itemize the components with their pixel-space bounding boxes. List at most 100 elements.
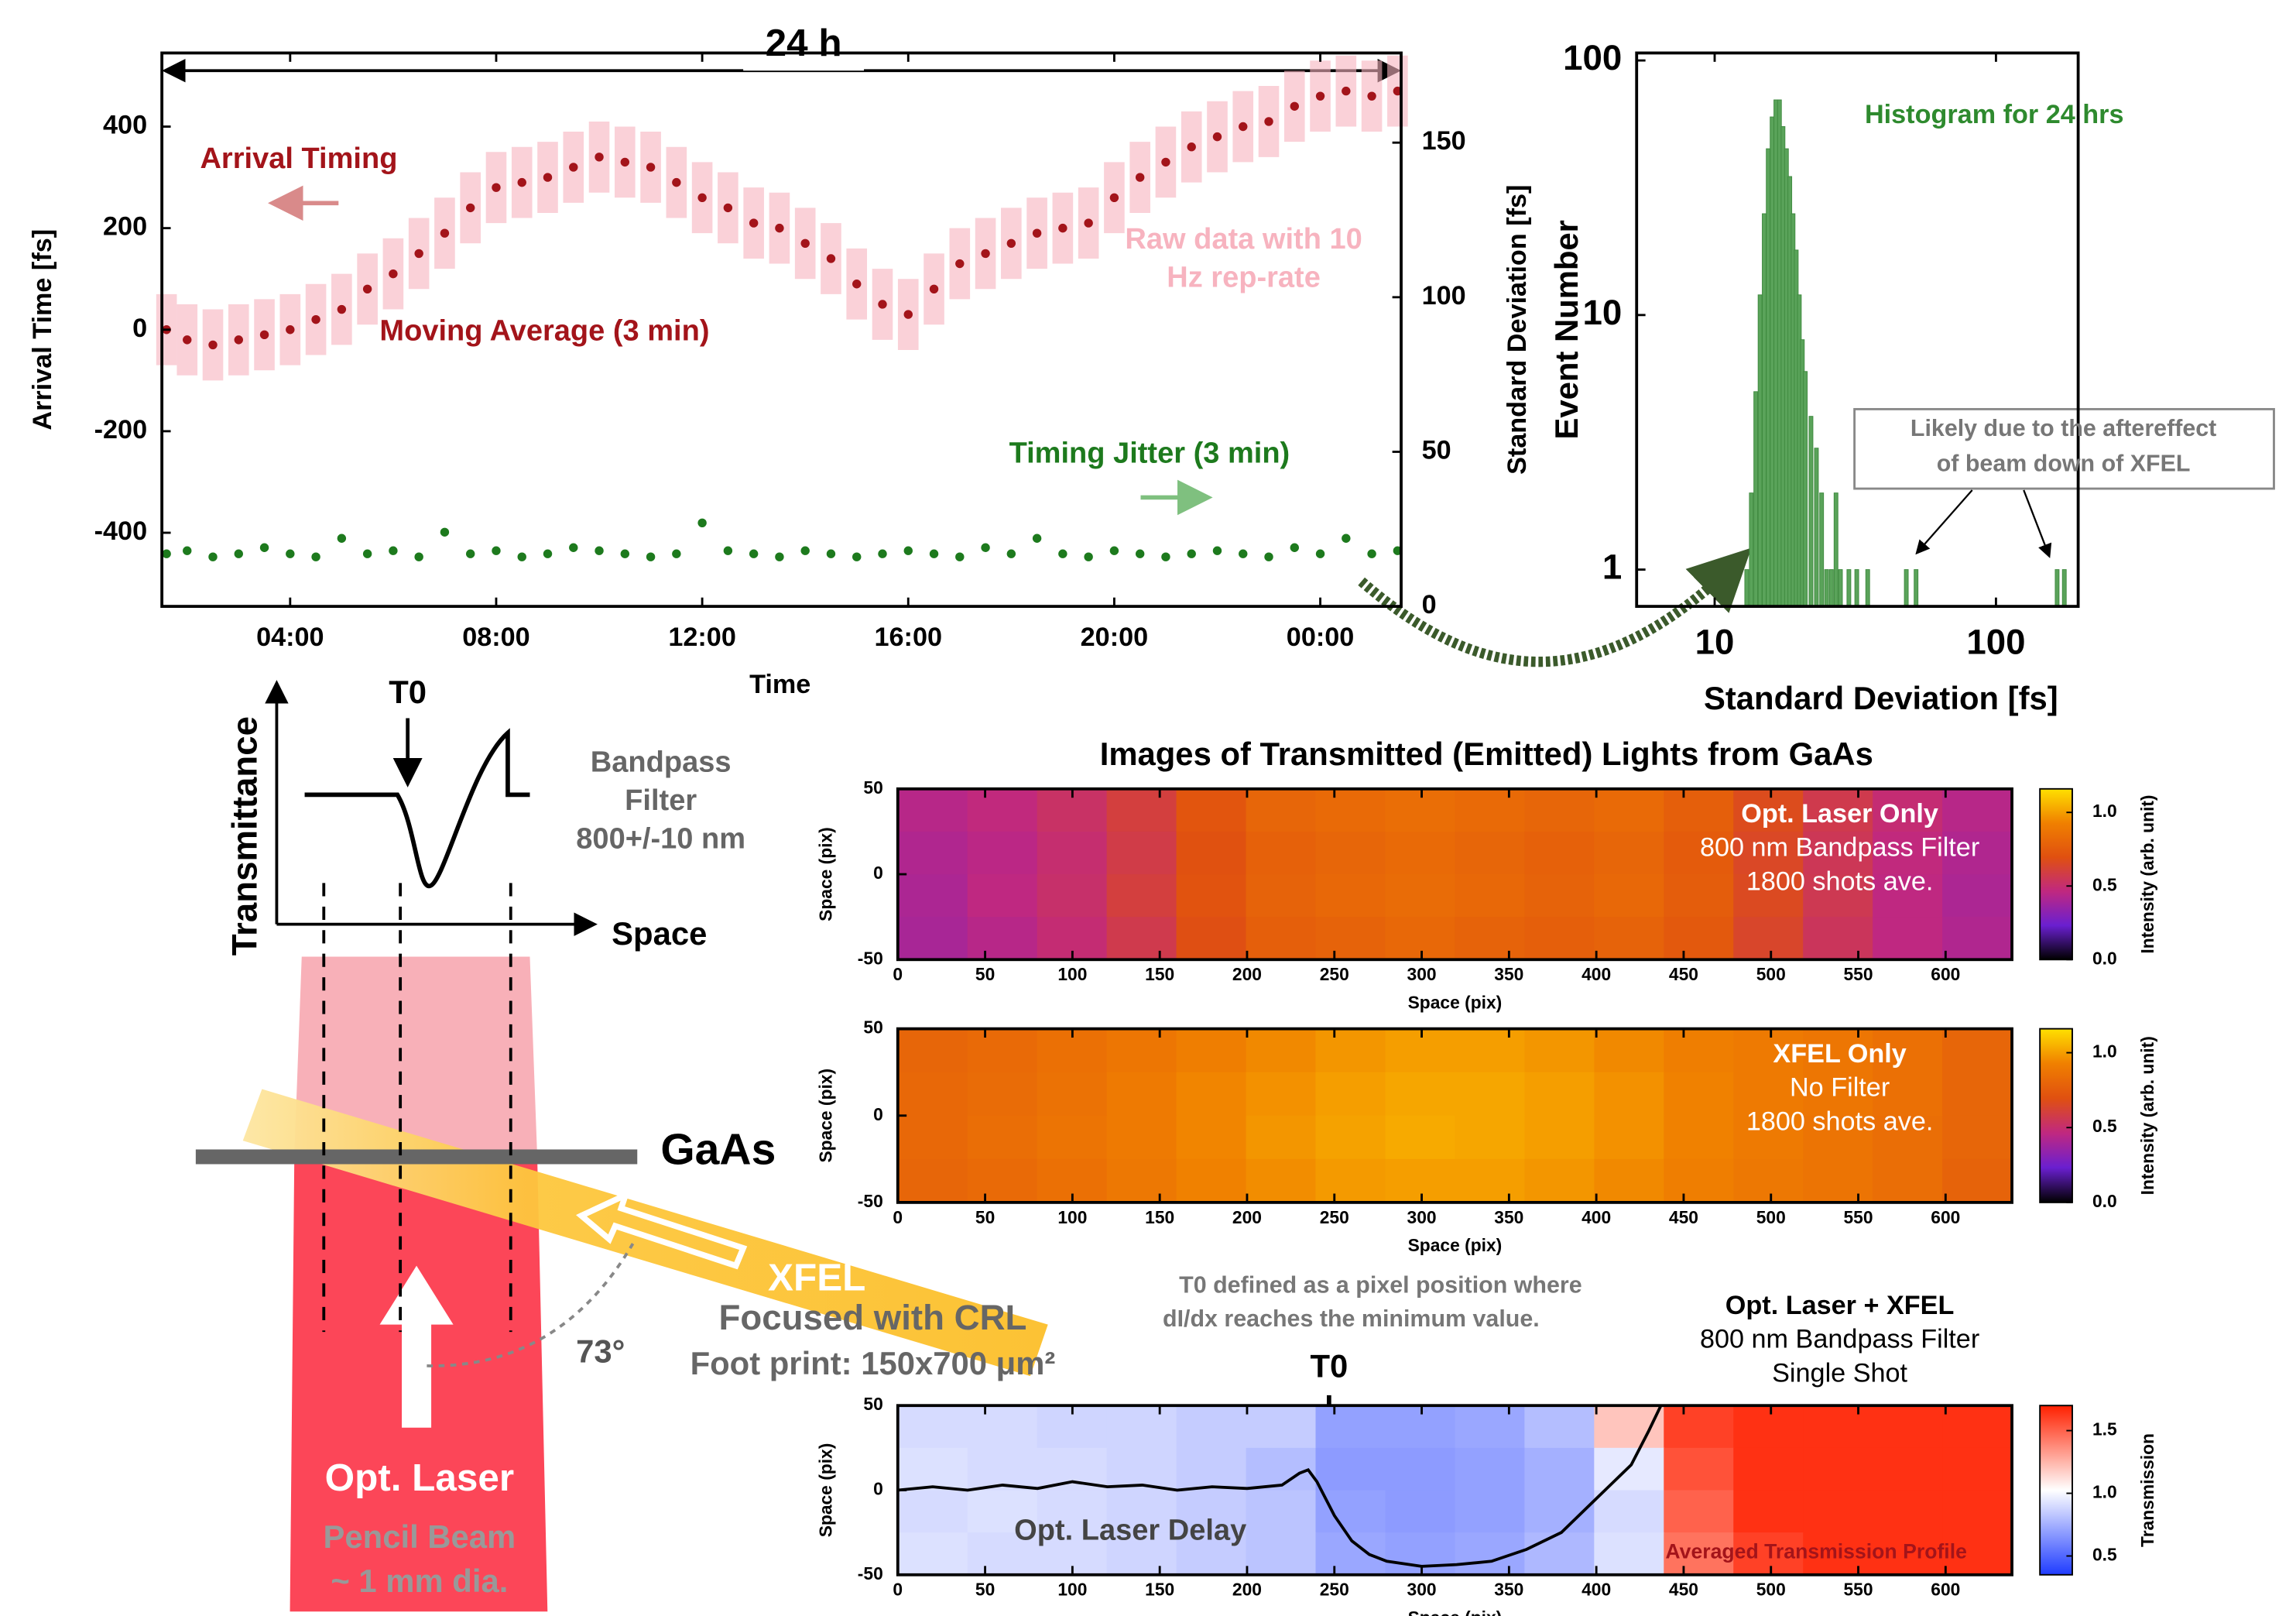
bar [1758, 295, 1762, 606]
bar [1855, 570, 1859, 606]
data-point [1213, 547, 1222, 555]
bar [2062, 570, 2066, 606]
data-point [1110, 547, 1119, 555]
axis-label: Space (pix) [816, 1069, 836, 1163]
heat-cell [1177, 1405, 1247, 1449]
y-tick-label: 0 [1422, 590, 1437, 619]
series-label: Averaged Transmission Profile [1665, 1539, 1966, 1563]
heat-cell [1594, 1159, 1664, 1203]
heat-cell [1246, 1532, 1317, 1576]
heat-cell [1385, 1490, 1455, 1533]
heat-cell [1803, 1159, 1873, 1203]
panel-label: 800 nm Bandpass Filter [1700, 1325, 1979, 1354]
heat-cell [1455, 832, 1525, 875]
heat-cell [1385, 1029, 1455, 1073]
data-point [363, 285, 372, 293]
axis-label: Space (pix) [1408, 992, 1503, 1012]
data-point [1367, 91, 1376, 100]
heat-cell [1316, 1405, 1386, 1449]
bar [1804, 372, 1808, 606]
data-point [749, 550, 758, 558]
data-point [852, 553, 861, 561]
data-point [311, 553, 320, 561]
y-tick-label: 0 [873, 863, 883, 883]
x-tick-label: 550 [1844, 1207, 1873, 1227]
bar [1866, 570, 1869, 606]
heat-cell [1455, 874, 1525, 918]
axis-label: Transmittance [224, 716, 264, 956]
colorbar-tick-label: 0.0 [2092, 948, 2117, 968]
data-point [1058, 550, 1067, 558]
heat-cell [1107, 1159, 1177, 1203]
heat-cell [1594, 1405, 1664, 1449]
x-tick-label: 200 [1232, 964, 1262, 984]
panel-label: No Filter [1790, 1073, 1890, 1103]
heat-cell [1524, 1405, 1595, 1449]
y-tick-label: 10 [1582, 293, 1622, 332]
x-tick-label: 300 [1407, 1580, 1437, 1600]
heat-cell [1524, 1159, 1595, 1203]
heat-cell [1664, 1116, 1734, 1160]
y-tick-label: 400 [103, 111, 147, 140]
data-point [621, 550, 629, 558]
heat-cell [1873, 1405, 1943, 1449]
data-point [518, 178, 526, 187]
bar [1829, 570, 1833, 606]
data-point [414, 249, 423, 258]
x-tick-label: 20:00 [1081, 623, 1148, 652]
note-arrow [2024, 490, 2048, 555]
panel-label: 800 nm Bandpass Filter [1700, 833, 1979, 863]
heat-cell [1455, 917, 1525, 960]
heat-cell [1107, 1405, 1177, 1449]
heat-cell [1942, 1405, 2013, 1449]
heat-cell [1177, 832, 1247, 875]
data-point [162, 550, 170, 558]
data-point [621, 158, 629, 166]
heat-cell [1524, 1072, 1595, 1117]
x-tick-label: 550 [1844, 964, 1873, 984]
heat-cell [1246, 789, 1317, 832]
heat-cell [1385, 1448, 1455, 1491]
annotation: Opt. Laser Delay [1014, 1515, 1246, 1547]
y-tick-label: 0 [132, 314, 147, 343]
panel-label: Opt. Laser Only [1741, 799, 1938, 829]
heat-cell [1733, 1159, 1804, 1203]
heat-cell [1177, 917, 1247, 960]
data-point [955, 259, 964, 268]
axis-label: Arrival Time [fs] [28, 229, 57, 431]
x-tick-label: 250 [1320, 1580, 1349, 1600]
x-tick-label: 500 [1756, 964, 1786, 984]
y-tick-label: -50 [858, 1563, 883, 1583]
heat-cell [898, 1072, 968, 1117]
heat-cell [898, 1116, 968, 1160]
data-point [595, 153, 603, 161]
data-point [930, 285, 938, 293]
data-point [749, 218, 758, 227]
x-tick-label: 200 [1232, 1207, 1262, 1227]
heat-cell [1664, 789, 1734, 832]
heat-cell [1246, 832, 1317, 875]
y-tick-label: 0 [873, 1104, 883, 1124]
data-point [389, 547, 397, 555]
heat-cell [1942, 874, 2013, 918]
x-tick-label: 50 [975, 1580, 995, 1600]
chart-title: Images of Transmitted (Emitted) Lights f… [1100, 736, 1873, 772]
heat-cell [898, 874, 968, 918]
axis-label: Standard Deviation [fs] [1503, 185, 1532, 475]
y-tick-label: 1 [1602, 547, 1622, 587]
heat-cell [1455, 789, 1525, 832]
heat-cell [1803, 1405, 1873, 1449]
heat-cell [1177, 874, 1247, 918]
axis-label: Space (pix) [816, 1443, 836, 1538]
panel-label: XFEL Only [1773, 1039, 1906, 1069]
data-point [646, 553, 655, 561]
bar [1839, 570, 1842, 606]
data-point [1033, 534, 1041, 543]
bar [1767, 149, 1770, 606]
heat-cell [1316, 917, 1386, 960]
heat-cell [968, 1072, 1038, 1117]
heat-cell [1316, 1029, 1386, 1073]
annotation: Histogram for 24 hrs [1865, 100, 2124, 129]
heat-cell [1177, 1448, 1247, 1491]
bar [1754, 392, 1758, 606]
